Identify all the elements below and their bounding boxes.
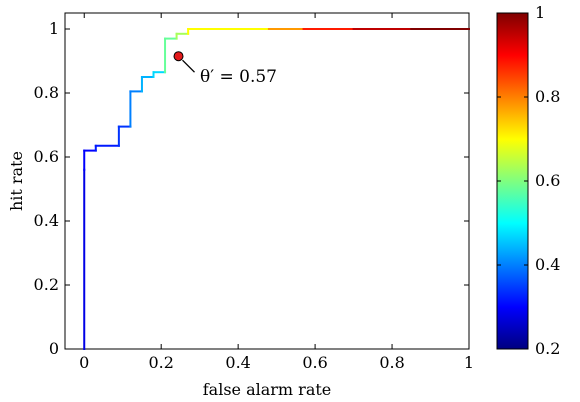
colorbar-tick-label: 1 [535, 3, 545, 22]
colorbar-tick-label: 0.8 [535, 87, 560, 106]
threshold-annotation: θ′ = 0.57 [173, 51, 277, 87]
y-tick-label: 0.6 [34, 147, 59, 166]
x-tick-label: 0.8 [379, 353, 404, 372]
plot-area [64, 12, 470, 350]
colorbar-ticks: 0.2 0.4 0.6 0.8 1 [497, 3, 560, 358]
annotation-leader-line [182, 59, 195, 73]
y-tick-label: 0 [49, 339, 59, 358]
x-axis-ticks: 0 0.2 0.4 0.6 0.8 1 [79, 13, 474, 372]
threshold-label: θ′ = 0.57 [200, 67, 277, 87]
x-tick-label: 1 [464, 353, 474, 372]
x-tick-label: 0.6 [302, 353, 327, 372]
x-axis-label: false alarm rate [203, 380, 332, 399]
x-tick-label: 0 [79, 353, 89, 372]
colorbar-tick-label: 0.4 [535, 255, 560, 274]
y-tick-label: 0.8 [34, 83, 59, 102]
colorbar [496, 12, 529, 350]
roc-curve [83, 28, 470, 350]
threshold-marker [173, 51, 184, 62]
y-tick-label: 0.4 [34, 211, 59, 230]
x-tick-label: 0.2 [148, 353, 173, 372]
colorbar-tick-label: 0.6 [535, 171, 560, 190]
y-tick-label: 0.2 [34, 275, 59, 294]
y-tick-label: 1 [49, 19, 59, 38]
y-axis-ticks: 0 0.2 0.4 0.6 0.8 1 [34, 19, 469, 358]
x-tick-label: 0.4 [225, 353, 250, 372]
colorbar-tick-label: 0.2 [535, 339, 560, 358]
y-axis-label: hit rate [7, 151, 26, 211]
